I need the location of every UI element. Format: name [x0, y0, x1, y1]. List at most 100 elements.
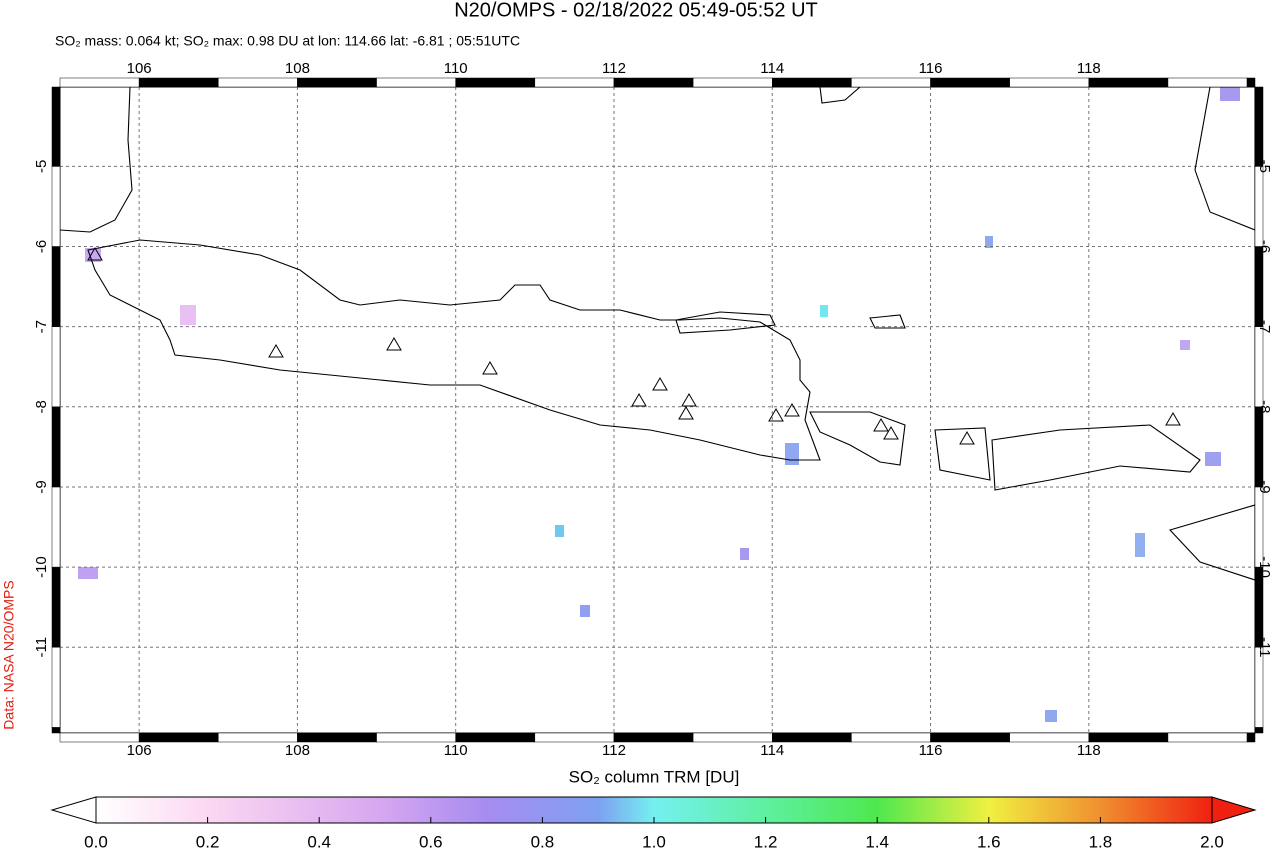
frame-band	[1088, 732, 1169, 743]
volcano	[482, 361, 498, 375]
frame-band	[1009, 732, 1090, 743]
volcano	[784, 403, 800, 417]
coastline	[60, 87, 133, 233]
colorbar-tick-label: 0.4	[307, 832, 331, 851]
colorbar-tick-label: 0.0	[84, 832, 108, 851]
colorbar-tick-label: 1.0	[642, 832, 666, 851]
volcano	[873, 418, 889, 432]
frame-band	[1254, 246, 1264, 327]
coastline	[809, 411, 906, 466]
x-tick-label: 106	[127, 742, 152, 759]
frame-band	[51, 486, 61, 568]
volcano	[883, 426, 899, 440]
colorbar-tick-label: 1.2	[754, 832, 778, 851]
pixel	[1180, 340, 1190, 350]
y-tick-label: -6	[1256, 240, 1272, 253]
frame-band	[51, 646, 61, 728]
volcano	[768, 408, 784, 422]
frame-band	[376, 77, 456, 88]
frame-band	[1254, 566, 1264, 648]
colorbar-over	[1211, 796, 1257, 824]
pixel	[580, 605, 590, 617]
frame-band	[1246, 77, 1256, 88]
x-tick-label: 110	[444, 742, 468, 759]
x-tick-label: 118	[1077, 742, 1101, 759]
frame-band	[1254, 326, 1264, 408]
frame-band	[455, 77, 536, 88]
frame-band	[613, 77, 694, 88]
y-tick-label: -8	[1256, 400, 1272, 413]
x-tick-label: 116	[919, 60, 943, 77]
so2-pixels	[78, 87, 1240, 722]
frame-band	[1167, 732, 1248, 743]
volcano	[386, 337, 402, 351]
colorbar-tick-label: 0.8	[531, 832, 555, 851]
x-tick-label: 112	[602, 742, 626, 759]
colorbar-tick-label: 1.6	[977, 832, 1001, 851]
volcano	[652, 377, 668, 391]
pixel	[180, 305, 196, 325]
x-tick-label: 114	[760, 742, 784, 759]
pixel	[1220, 87, 1240, 101]
frame-band	[930, 77, 1010, 88]
coastline	[87, 239, 821, 461]
y-tick-label: -11	[1256, 637, 1272, 658]
colorbar-under	[50, 796, 97, 824]
frame	[51, 77, 1264, 743]
colorbar-tick-label: 1.4	[865, 832, 889, 851]
pixel	[555, 525, 564, 537]
y-tick-label: -9	[33, 480, 50, 493]
frame-band	[51, 86, 61, 167]
frame-band	[613, 732, 694, 743]
frame-band	[692, 77, 773, 88]
frame-band	[1254, 166, 1264, 247]
pixel	[820, 305, 828, 317]
frame-band	[51, 406, 61, 488]
coastline	[934, 427, 991, 481]
volcano	[959, 431, 975, 445]
y-tick-label: -6	[33, 240, 50, 253]
pixel	[78, 567, 98, 579]
volcano	[678, 406, 694, 420]
coastline	[869, 314, 906, 329]
y-tick-label: -8	[33, 400, 50, 413]
frame-band	[1254, 406, 1264, 488]
frame-band	[455, 732, 536, 743]
y-tick-label: -10	[33, 556, 50, 578]
frame-band	[1254, 486, 1264, 568]
coastline	[1194, 87, 1255, 231]
frame-band	[376, 732, 456, 743]
frame-band	[138, 732, 219, 743]
frame-band	[1246, 732, 1256, 743]
x-tick-label: 112	[602, 60, 626, 77]
pixel	[1135, 533, 1145, 557]
x-tick-label: 118	[1077, 60, 1101, 77]
frame-band	[297, 77, 377, 88]
volcano	[681, 393, 697, 407]
frame-band	[851, 732, 931, 743]
volcano	[87, 247, 103, 261]
frame-band	[1009, 77, 1090, 88]
volcano	[631, 393, 647, 407]
pixel	[1045, 710, 1057, 722]
x-tick-label: 110	[444, 60, 468, 77]
frame-band	[851, 77, 931, 88]
frame-band	[930, 732, 1010, 743]
x-tick-label: 116	[919, 742, 943, 759]
pixel	[740, 548, 749, 560]
x-tick-label: 114	[760, 60, 784, 77]
pixel	[1205, 452, 1221, 466]
plot-area	[59, 86, 1256, 734]
frame-band	[534, 732, 615, 743]
frame-band	[772, 732, 852, 743]
y-tick-label: -10	[1256, 556, 1272, 578]
x-tick-label: 106	[127, 60, 152, 77]
volcanoes	[87, 247, 1181, 445]
coastline	[675, 311, 776, 334]
frame-band	[1254, 86, 1264, 167]
y-tick-label: -9	[1256, 480, 1272, 493]
pixel	[785, 443, 799, 465]
colorbar-label: SO₂ column TRM [DU]	[569, 767, 740, 786]
frame-band	[218, 77, 298, 88]
